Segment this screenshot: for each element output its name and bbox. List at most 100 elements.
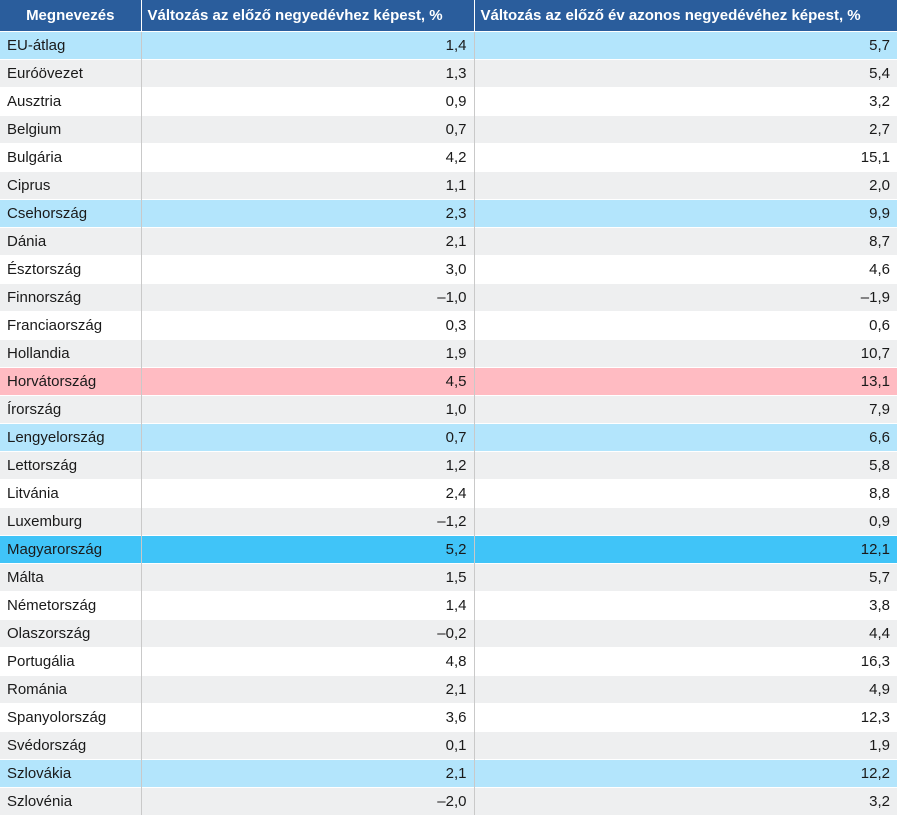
yoy-value-cell: 5,7 bbox=[474, 564, 897, 592]
country-cell: Portugália bbox=[0, 648, 141, 676]
header-row: Megnevezés Változás az előző negyedévhez… bbox=[0, 0, 897, 32]
qoq-value-cell: 2,4 bbox=[141, 480, 474, 508]
country-cell: Bulgária bbox=[0, 144, 141, 172]
qoq-value-cell: 3,6 bbox=[141, 704, 474, 732]
country-cell: Euróövezet bbox=[0, 60, 141, 88]
yoy-value-cell: 12,1 bbox=[474, 536, 897, 564]
yoy-value-cell: 5,4 bbox=[474, 60, 897, 88]
country-cell: Ciprus bbox=[0, 172, 141, 200]
yoy-value-cell: 4,9 bbox=[474, 676, 897, 704]
qoq-value-cell: 0,7 bbox=[141, 116, 474, 144]
country-cell: Lettország bbox=[0, 452, 141, 480]
yoy-value-cell: 15,1 bbox=[474, 144, 897, 172]
qoq-value-cell: 0,9 bbox=[141, 88, 474, 116]
yoy-value-cell: 5,8 bbox=[474, 452, 897, 480]
country-cell: Málta bbox=[0, 564, 141, 592]
yoy-value-cell: 9,9 bbox=[474, 200, 897, 228]
qoq-value-cell: 3,0 bbox=[141, 256, 474, 284]
yoy-value-cell: 8,8 bbox=[474, 480, 897, 508]
qoq-value-cell: 4,2 bbox=[141, 144, 474, 172]
yoy-value-cell: 2,7 bbox=[474, 116, 897, 144]
qoq-value-cell: 1,9 bbox=[141, 340, 474, 368]
yoy-value-cell: 12,3 bbox=[474, 704, 897, 732]
header-yoy[interactable]: Változás az előző év azonos negyedévéhez… bbox=[474, 0, 897, 32]
table-row: Finnország–1,0–1,9 bbox=[0, 284, 897, 312]
country-cell: Horvátország bbox=[0, 368, 141, 396]
qoq-value-cell: 4,8 bbox=[141, 648, 474, 676]
yoy-value-cell: 13,1 bbox=[474, 368, 897, 396]
yoy-value-cell: 5,7 bbox=[474, 32, 897, 60]
yoy-value-cell: –1,9 bbox=[474, 284, 897, 312]
yoy-value-cell: 12,2 bbox=[474, 760, 897, 788]
qoq-value-cell: 1,1 bbox=[141, 172, 474, 200]
yoy-value-cell: 10,7 bbox=[474, 340, 897, 368]
qoq-value-cell: 2,1 bbox=[141, 228, 474, 256]
country-cell: Magyarország bbox=[0, 536, 141, 564]
yoy-value-cell: 3,8 bbox=[474, 592, 897, 620]
yoy-value-cell: 4,4 bbox=[474, 620, 897, 648]
qoq-value-cell: 0,3 bbox=[141, 312, 474, 340]
qoq-value-cell: 1,0 bbox=[141, 396, 474, 424]
country-cell: Írország bbox=[0, 396, 141, 424]
table-header: Megnevezés Változás az előző negyedévhez… bbox=[0, 0, 897, 32]
header-name[interactable]: Megnevezés bbox=[0, 0, 141, 32]
country-cell: Szlovénia bbox=[0, 788, 141, 815]
country-cell: Észtország bbox=[0, 256, 141, 284]
qoq-value-cell: 4,5 bbox=[141, 368, 474, 396]
country-cell: Franciaország bbox=[0, 312, 141, 340]
country-cell: Lengyelország bbox=[0, 424, 141, 452]
country-cell: Ausztria bbox=[0, 88, 141, 116]
country-cell: Dánia bbox=[0, 228, 141, 256]
qoq-value-cell: 5,2 bbox=[141, 536, 474, 564]
yoy-value-cell: 1,9 bbox=[474, 732, 897, 760]
country-cell: Szlovákia bbox=[0, 760, 141, 788]
header-qoq[interactable]: Változás az előző negyedévhez képest, % bbox=[141, 0, 474, 32]
qoq-value-cell: –1,0 bbox=[141, 284, 474, 312]
qoq-value-cell: 1,3 bbox=[141, 60, 474, 88]
country-cell: Spanyolország bbox=[0, 704, 141, 732]
country-cell: Olaszország bbox=[0, 620, 141, 648]
yoy-value-cell: 6,6 bbox=[474, 424, 897, 452]
country-cell: Németország bbox=[0, 592, 141, 620]
qoq-value-cell: –1,2 bbox=[141, 508, 474, 536]
qoq-value-cell: 2,1 bbox=[141, 676, 474, 704]
yoy-value-cell: 7,9 bbox=[474, 396, 897, 424]
country-cell: Finnország bbox=[0, 284, 141, 312]
country-cell: Hollandia bbox=[0, 340, 141, 368]
qoq-value-cell: 0,1 bbox=[141, 732, 474, 760]
country-cell: Csehország bbox=[0, 200, 141, 228]
country-cell: Luxemburg bbox=[0, 508, 141, 536]
qoq-value-cell: 1,2 bbox=[141, 452, 474, 480]
qoq-value-cell: –0,2 bbox=[141, 620, 474, 648]
qoq-value-cell: 1,4 bbox=[141, 592, 474, 620]
yoy-value-cell: 0,6 bbox=[474, 312, 897, 340]
qoq-value-cell: 1,4 bbox=[141, 32, 474, 60]
qoq-value-cell: 0,7 bbox=[141, 424, 474, 452]
qoq-value-cell: –2,0 bbox=[141, 788, 474, 815]
